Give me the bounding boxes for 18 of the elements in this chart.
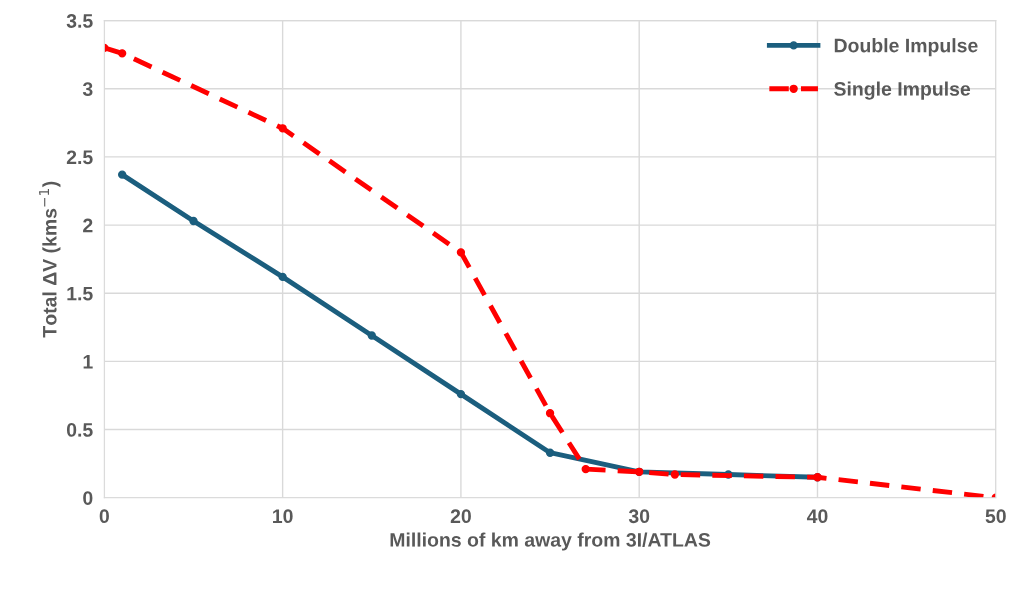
- y-tick-label: 3: [82, 82, 93, 97]
- y-tick-label: 2: [83, 218, 93, 233]
- x-tick-label: 40: [806, 509, 828, 524]
- y-tick-label: 1.5: [67, 286, 93, 301]
- x-tick-label: 50: [985, 509, 1006, 524]
- x-axis-title: Millions of km away from 3I/ATLAS: [390, 532, 711, 551]
- y-tick-label: 0.5: [66, 423, 93, 437]
- y-tick-label: 3.5: [66, 14, 93, 28]
- legend-label: Double Impulse: [834, 38, 978, 57]
- y-axis-title: Total ΔV (kms$^{−1}$): [39, 181, 61, 338]
- y-tick-label: 1: [83, 355, 93, 369]
- legend-label: Single Impulse: [834, 81, 971, 100]
- x-tick-label: 0: [99, 509, 109, 524]
- x-tick-label: 30: [628, 509, 650, 524]
- x-tick-label: 10: [273, 509, 293, 524]
- x-tick-label: 20: [450, 509, 471, 524]
- y-tick-label: 0: [83, 491, 93, 505]
- y-tick-label: 2.5: [66, 150, 93, 165]
